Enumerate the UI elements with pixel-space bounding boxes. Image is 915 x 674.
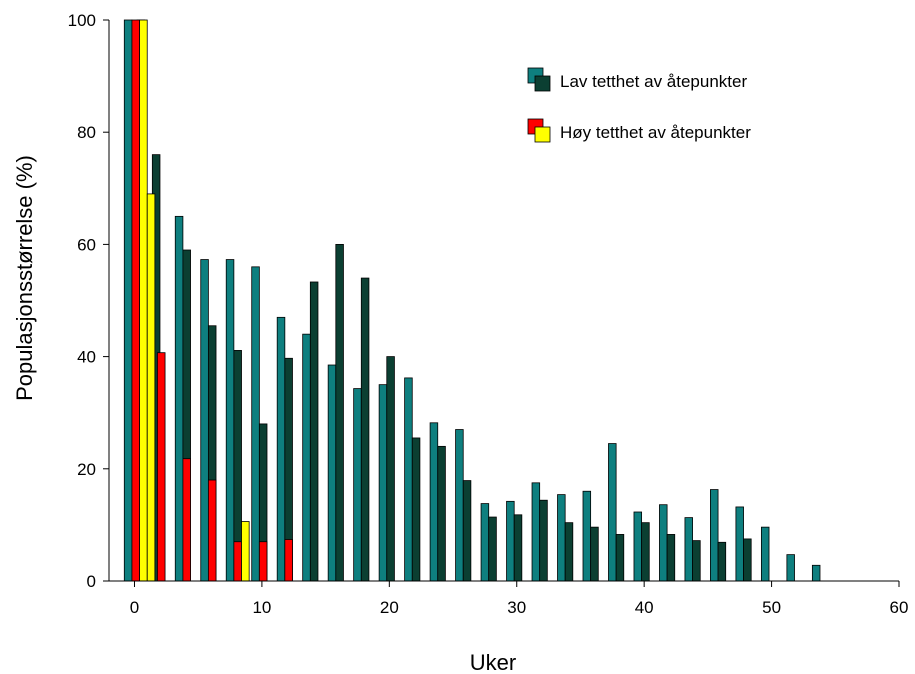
bar-series2-24 xyxy=(743,538,752,582)
legend-label: Lav tetthet av åtepunkter xyxy=(560,72,747,91)
bar-series1-10 xyxy=(404,377,413,582)
x-tick-label: 30 xyxy=(507,598,526,617)
bar-series3-5 xyxy=(258,541,268,582)
bar-series2-14 xyxy=(488,516,497,582)
bar-series2-22 xyxy=(692,540,701,582)
bar-series2-16 xyxy=(539,499,548,582)
bar-series1-14 xyxy=(506,500,515,582)
bar-series4-0 xyxy=(139,19,148,582)
bar-series2-7 xyxy=(309,281,319,582)
bar-series2-17 xyxy=(564,522,574,582)
bar-series1-7 xyxy=(327,364,337,582)
bar-series2-23 xyxy=(717,541,727,582)
bar-series1-15 xyxy=(531,482,541,582)
bar-series1-0 xyxy=(123,19,133,582)
bar-series2-18 xyxy=(590,526,599,582)
bar-series1-3 xyxy=(225,259,235,582)
bars-layer xyxy=(123,19,821,582)
bar-series2-10 xyxy=(386,356,395,582)
bar-series2-15 xyxy=(513,514,523,582)
legend-swatch-back xyxy=(534,126,551,143)
y-axis-label: Populasjonsstørrelse (%) xyxy=(12,155,37,401)
x-axis-label: Uker xyxy=(470,650,516,674)
bar-series1-8 xyxy=(353,388,362,582)
bar-series3-3 xyxy=(207,479,217,582)
bar-series2-20 xyxy=(641,522,650,582)
bar-series1-25 xyxy=(786,554,795,582)
x-tick-label: 40 xyxy=(635,598,654,617)
bar-series1-1 xyxy=(174,215,184,582)
bar-series2-8 xyxy=(335,243,344,582)
bar-series4-1 xyxy=(146,193,156,582)
y-tick-label: 20 xyxy=(77,460,96,479)
y-tick-label: 80 xyxy=(77,123,96,142)
bar-series1-13 xyxy=(480,503,490,582)
bar-series2-12 xyxy=(437,445,446,582)
y-ticks: 0 20 40 60 80 100 xyxy=(68,11,109,591)
bar-series2-19 xyxy=(615,534,625,582)
bar-series3-4 xyxy=(233,541,242,582)
bar-series1-16 xyxy=(557,494,566,582)
y-tick-label: 40 xyxy=(77,348,96,367)
bar-series3-2 xyxy=(182,458,191,582)
bar-series3-1 xyxy=(157,352,166,582)
bar-series1-22 xyxy=(710,489,719,582)
y-tick-label: 0 xyxy=(87,572,96,591)
bar-series1-21 xyxy=(684,517,693,582)
legend-label: Høy tetthet av åtepunkter xyxy=(560,123,751,142)
y-tick-label: 100 xyxy=(68,11,96,30)
bar-series1-17 xyxy=(582,490,592,582)
bar-series2-13 xyxy=(462,480,472,582)
bar-series1-6 xyxy=(302,333,311,582)
x-tick-label: 20 xyxy=(380,598,399,617)
bar-series3-6 xyxy=(284,539,293,582)
bar-series1-5 xyxy=(276,316,286,582)
bar-series1-23 xyxy=(735,506,744,582)
bar-series1-24 xyxy=(760,526,770,582)
y-tick-label: 60 xyxy=(77,235,96,254)
x-ticks: 0 10 20 30 40 50 60 xyxy=(130,581,909,617)
legend: Lav tetthet av åtepunkter Høy tetthet av … xyxy=(527,67,751,143)
bar-series1-19 xyxy=(633,511,643,582)
bar-series2-11 xyxy=(411,437,421,582)
bar-series1-11 xyxy=(429,422,439,582)
bar-series1-4 xyxy=(251,266,260,582)
bar-series1-18 xyxy=(608,443,617,582)
bar-series1-2 xyxy=(200,259,209,582)
x-tick-label: 50 xyxy=(762,598,781,617)
bar-series2-9 xyxy=(360,277,370,582)
bar-series2-21 xyxy=(666,534,676,582)
bar-series1-20 xyxy=(659,504,668,582)
x-tick-label: 60 xyxy=(890,598,909,617)
x-tick-label: 0 xyxy=(130,598,139,617)
bar-series1-9 xyxy=(378,384,388,582)
legend-swatch-back xyxy=(534,75,551,92)
bar-series3-0 xyxy=(131,19,140,582)
bar-series1-12 xyxy=(455,429,464,582)
x-tick-label: 10 xyxy=(252,598,271,617)
bar-series4-2 xyxy=(241,521,250,582)
bar-series1-26 xyxy=(811,564,821,582)
